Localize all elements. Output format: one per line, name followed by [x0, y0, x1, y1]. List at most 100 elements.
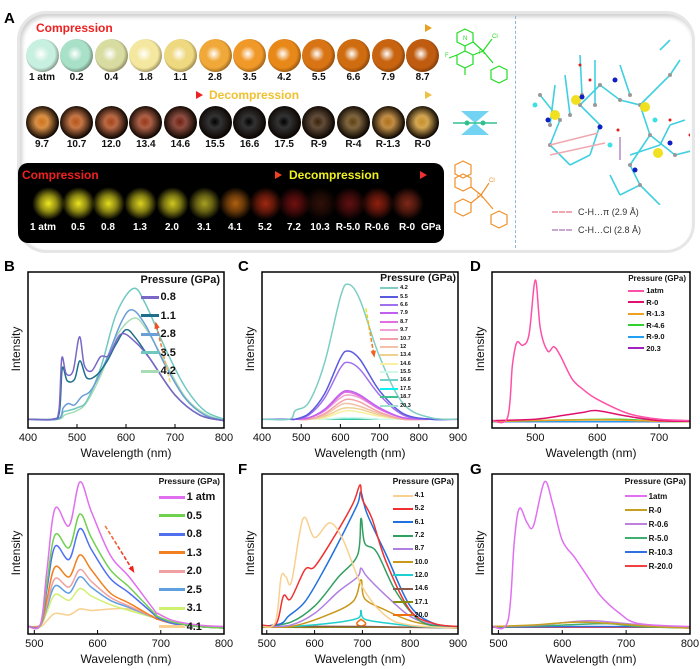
plot-frame: [261, 473, 459, 635]
sphere-row2: [302, 105, 336, 139]
y-axis-label: Intensity: [9, 530, 23, 576]
bond: [549, 144, 571, 166]
y-axis-label: Intensity: [473, 326, 487, 372]
sphere-row2: [233, 105, 267, 139]
legend-label: 17.1: [414, 598, 429, 606]
legend-dash: [552, 211, 572, 213]
pressure-label: R-4: [345, 139, 362, 150]
chlorine-label-2: Cl: [489, 178, 495, 184]
legend-swatch: [140, 351, 159, 355]
legend-item: 10.7: [380, 334, 456, 342]
legend-label: 2.5: [186, 583, 202, 596]
sphere-row2: [371, 105, 405, 139]
sphere-row2: [267, 105, 301, 139]
x-tick-label: 900: [448, 432, 468, 444]
x-tick-label: 400: [252, 432, 272, 444]
pressure-label: 12.0: [101, 139, 121, 150]
bond: [609, 174, 621, 196]
panel-label-g: G: [470, 461, 482, 478]
decompression-label: Decompression: [209, 88, 300, 102]
legend-swatch: [380, 312, 399, 315]
legend-item: 17.1: [392, 595, 454, 608]
legend-label: R-4.6: [646, 320, 665, 330]
legend-title: Pressure (GPa): [380, 272, 456, 284]
legend-swatch: [628, 301, 645, 304]
pt-atom: [550, 110, 560, 120]
legend-item: 12.0: [392, 569, 454, 582]
legend-label: 4.1: [414, 492, 425, 500]
orange-molecule-structure: Pt Cl: [454, 160, 508, 229]
sphere-row1: [60, 38, 94, 72]
legend-item: 15.5: [380, 368, 456, 376]
panel-divider: [515, 16, 516, 248]
legend-label: 14.6: [414, 585, 429, 593]
bond: [639, 74, 671, 106]
x-tick-label: 500: [25, 638, 44, 650]
series-line-1atm: [491, 480, 691, 630]
legend-item: 1.3: [158, 544, 220, 563]
pressure-label: 1 atm: [28, 72, 56, 83]
carbon-atom: [593, 103, 597, 107]
legend-swatch: [392, 561, 413, 564]
panel-label-c: C: [238, 258, 249, 275]
legend-swatch: [158, 588, 185, 592]
pressure-label: 17.5: [274, 139, 294, 150]
x-tick-label: 500: [292, 432, 311, 444]
series-line-5.2: [261, 484, 459, 628]
legend-item: R-4.6: [628, 320, 686, 332]
sphere-row1: [25, 38, 59, 72]
legend-item: 2.8: [140, 325, 220, 344]
series-line-7.2: [261, 517, 459, 629]
legend-label: 5.2: [414, 505, 425, 513]
legend-swatch: [624, 495, 647, 497]
x-tick-label: 600: [553, 638, 572, 650]
x-tick-label: 800: [409, 432, 428, 444]
black-box-arrows: [103, 171, 427, 179]
pressure-label: 13.4: [136, 139, 156, 150]
green-molecule-structure: N Pt Cl F: [445, 28, 508, 84]
plot-area: [261, 473, 459, 635]
legend-item: 13.4: [380, 351, 456, 359]
y-axis-label: Intensity: [473, 530, 487, 576]
legend-label: 14.6: [400, 360, 411, 367]
pressure-label: 1 atm: [29, 222, 57, 233]
legend-item: R-1.3: [628, 308, 686, 320]
arrow-head: [128, 565, 135, 573]
legend-swatch: [392, 534, 413, 537]
nitrogen-atom: [545, 117, 551, 123]
legend-item: 17.5: [380, 385, 456, 393]
series-line-4.2: [27, 317, 225, 422]
legend-item: R-0: [624, 503, 686, 517]
x-axis-label: Wavelength (nm): [314, 652, 406, 666]
legend-swatch: [158, 514, 185, 518]
chart-panel-g: 500 600 700 800 Wavelength (nm) Intensity Pres…: [473, 473, 699, 666]
panel-label-d: D: [470, 258, 481, 275]
x-tick-label: 700: [649, 432, 669, 444]
plot-area: [491, 271, 691, 429]
legend-item: R-20.0: [624, 559, 686, 573]
y-axis-label: Intensity: [243, 530, 257, 576]
bond: [659, 39, 671, 51]
bond: [669, 59, 681, 76]
legend-label: 2.8: [160, 328, 176, 341]
legend-item: 9.7: [380, 326, 456, 334]
legend-swatch: [380, 396, 399, 399]
x-tick-label: 600: [305, 638, 324, 650]
sphere-black-box: [155, 186, 189, 220]
nitrogen-atom: [667, 140, 673, 146]
legend-swatch: [140, 314, 159, 318]
panel-a-arrows: [27, 24, 432, 99]
legend-label: R-1.3: [646, 309, 665, 319]
sphere-row1: [129, 38, 163, 72]
series-line-6.1: [261, 491, 459, 628]
trend-arrow: [104, 525, 134, 571]
legend-label: R-5.0: [648, 533, 669, 543]
hydrogen-atom: [688, 133, 690, 137]
chart-panel-d: 500 600 700 Wavelength (nm) Intensity Pressur…: [473, 271, 691, 460]
pt-atom: [653, 148, 663, 158]
legend-title: Pressure (GPa): [624, 476, 686, 486]
legend-item: 2.0: [158, 562, 220, 581]
compression-arrow: [118, 24, 432, 32]
legend-label: 12.0: [414, 571, 429, 579]
